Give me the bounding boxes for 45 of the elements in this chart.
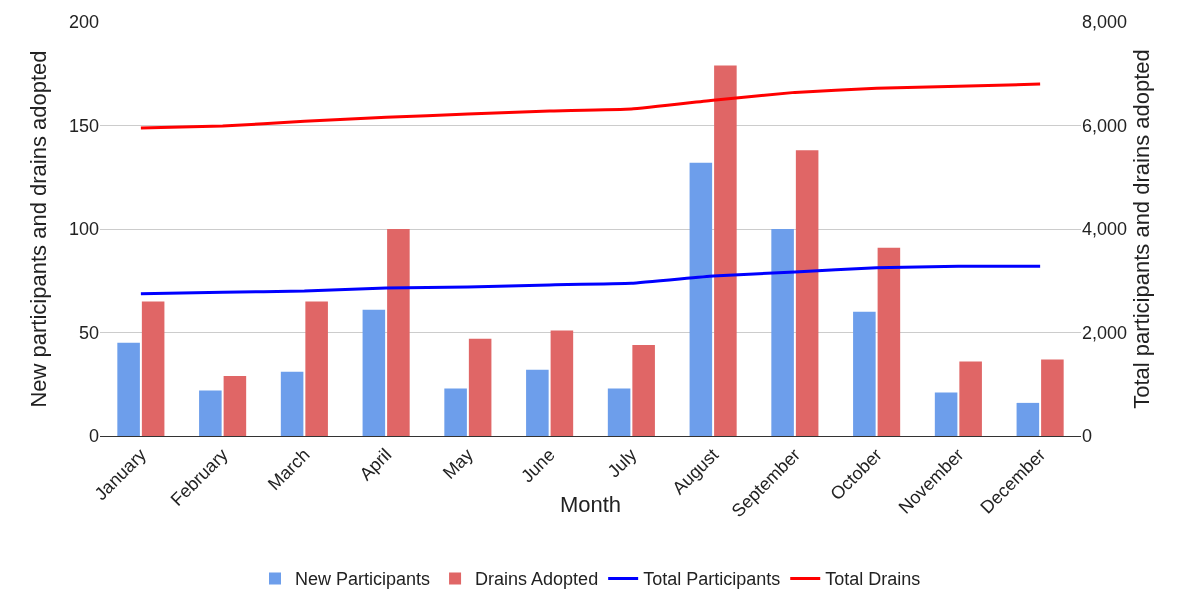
y-tick-label: 0 bbox=[88, 426, 99, 447]
y-tick-label: 100 bbox=[68, 219, 99, 240]
bar bbox=[934, 392, 958, 436]
bar bbox=[853, 311, 876, 436]
bar bbox=[280, 371, 304, 436]
bar bbox=[1041, 359, 1064, 436]
legend-label: Total Drains bbox=[825, 569, 921, 590]
y2-tick-label: 8,000 bbox=[1082, 12, 1128, 33]
bar bbox=[714, 65, 737, 436]
bar bbox=[689, 162, 713, 436]
bar bbox=[468, 338, 492, 436]
line-series bbox=[139, 82, 1042, 130]
x-axis-title: Month bbox=[559, 492, 622, 517]
bar bbox=[632, 344, 655, 436]
y-tick-label: 200 bbox=[68, 12, 99, 33]
bar bbox=[877, 247, 901, 436]
bar bbox=[444, 388, 467, 436]
legend-label: New Participants bbox=[295, 569, 431, 590]
bar bbox=[795, 150, 819, 436]
bar bbox=[387, 229, 410, 436]
bar bbox=[362, 309, 386, 436]
legend-label: Drains Adopted bbox=[475, 569, 599, 590]
legend-label: Total Participants bbox=[643, 569, 781, 590]
bar bbox=[771, 229, 794, 436]
bar bbox=[1016, 402, 1040, 436]
y-tick-label: 150 bbox=[68, 115, 99, 136]
y2-tick-label: 2,000 bbox=[1082, 322, 1128, 343]
y2-tick-label: 0 bbox=[1082, 426, 1093, 447]
bar bbox=[141, 301, 165, 436]
y-tick-label: 50 bbox=[78, 322, 99, 343]
x-tick-label: May bbox=[438, 444, 478, 483]
bar bbox=[117, 342, 140, 436]
bar bbox=[223, 375, 247, 436]
bar bbox=[550, 330, 574, 436]
bar bbox=[305, 301, 328, 436]
y2-tick-label: 6,000 bbox=[1082, 115, 1128, 136]
bar bbox=[526, 369, 549, 436]
bar bbox=[199, 390, 222, 436]
y-axis-title: New participants and drains adopted bbox=[26, 50, 51, 408]
bar bbox=[959, 361, 982, 436]
line-series bbox=[139, 264, 1042, 296]
y2-axis-title: Total participants and drains adopted bbox=[1129, 49, 1155, 409]
x-tick-label: July bbox=[603, 444, 641, 482]
bar bbox=[607, 388, 631, 436]
y2-tick-label: 4,000 bbox=[1082, 219, 1128, 240]
